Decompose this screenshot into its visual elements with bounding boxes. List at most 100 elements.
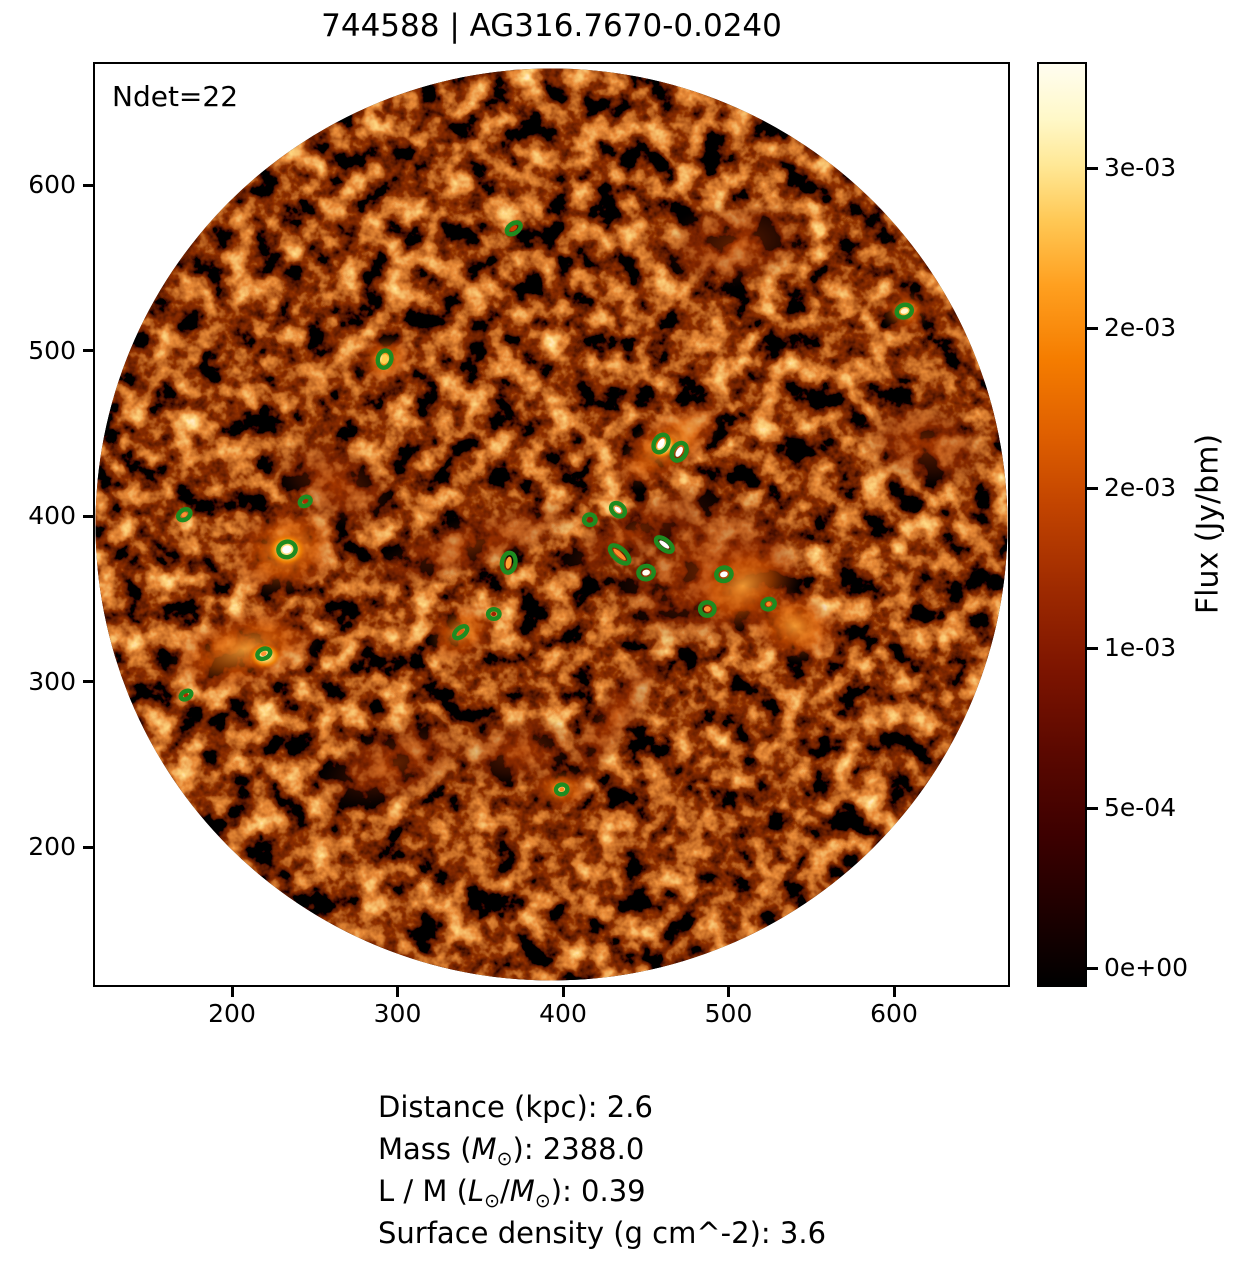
colorbar-tick-label: 2e-03 [1104,313,1177,342]
ndet-annotation: Ndet=22 [112,80,239,113]
detection-core [614,506,622,513]
source-info: Distance (kpc): 2.6 Mass (M⊙): 2388.0 L / … [378,1086,826,1254]
detection-ellipse [653,535,675,554]
colorbar-tick-mark [1087,166,1098,170]
info-text-segment: Distance (kpc): 2.6 [378,1090,653,1124]
info-text-segment: L / M ( [378,1174,468,1208]
detection-core [657,438,665,449]
x-tick-label: 500 [704,999,753,1028]
detection-marker [651,432,671,455]
y-tick-label: 400 [28,501,76,530]
detection-marker [375,348,394,370]
detection-core [282,545,292,554]
detection-ellipse [297,494,313,509]
detection-core [261,651,267,657]
colorbar-tick-label: 2e-03 [1104,473,1177,502]
detection-ellipse [608,500,628,519]
info-text-segment: ⊙ [484,1190,501,1212]
detection-ellipse [651,432,671,455]
flux-map [95,68,1008,981]
info-text-segment: / [500,1174,510,1208]
detection-marker [894,302,915,320]
detection-core [181,512,187,518]
y-tick-label: 200 [28,832,76,861]
y-tick-label: 600 [28,170,76,199]
x-tick-label: 400 [539,999,587,1028]
detection-ellipse [255,646,273,662]
detection-marker [255,646,273,662]
detection-core [675,446,683,457]
detection-marker [608,500,628,519]
detection-ellipse [485,606,502,622]
detection-marker [297,494,313,509]
colorbar-tick-label: 3e-03 [1104,153,1177,182]
info-text-segment: Mass ( [378,1132,472,1166]
colorbar-tick-mark [1087,806,1098,810]
detection-core [587,517,593,522]
detection-core [505,556,512,569]
x-tick-mark [561,987,565,997]
detection-marker [760,596,777,612]
x-tick-mark [230,987,234,997]
detection-core [613,548,626,561]
detection-ellipse [499,550,518,575]
x-tick-label: 300 [373,999,422,1028]
y-tick-label: 500 [28,335,76,365]
detection-ellipse [697,600,717,618]
y-tick-mark [83,845,93,849]
info-text-segment: M [509,1174,535,1208]
detection-ellipse [894,302,915,320]
info-line: L / M (L⊙/M⊙): 0.39 [378,1170,826,1212]
detection-core [642,569,650,576]
y-tick-mark [83,514,93,518]
detection-core [302,499,308,504]
detection-core [900,308,909,314]
detection-ellipse [714,565,734,584]
detection-ellipse [760,596,777,612]
info-line: Distance (kpc): 2.6 [378,1086,826,1128]
detection-ellipse [175,507,193,523]
info-text-segment: ⊙ [534,1190,551,1212]
detection-marker [669,440,689,463]
x-tick-mark [396,987,399,997]
detection-core [510,225,518,232]
colorbar-tick-mark [1087,966,1098,970]
y-tick-mark [83,680,93,683]
colorbar-tick-mark [1087,326,1098,330]
detection-marker [714,565,734,584]
detection-ellipse [451,624,470,641]
x-tick-mark [727,987,730,997]
detection-marker [175,507,193,523]
detection-marker [504,220,523,237]
detection-marker [581,512,598,528]
info-text-segment: L [467,1174,485,1208]
info-text-segment: M [471,1132,497,1166]
colorbar-tick-label: 0e+00 [1104,953,1189,982]
detection-marker [499,550,518,575]
detection-marker [276,539,298,560]
info-line: Mass (M⊙): 2388.0 [378,1128,826,1170]
detection-marker [178,688,194,702]
detection-ellipse [669,440,689,463]
colorbar-tick-mark [1087,486,1098,490]
detection-ellipse [276,539,298,560]
detection-core [381,354,388,364]
detection-core [720,571,728,578]
detection-ellipse [504,220,523,237]
detection-core [703,606,711,612]
x-tick-label: 600 [870,999,918,1028]
detection-marker [485,606,502,622]
colorbar-label: Flux (Jy/bm) [1190,433,1226,615]
info-text-segment: ): 2388.0 [512,1132,645,1166]
detection-ellipse [375,348,394,370]
detection-ellipse [178,688,194,702]
detection-ellipse [553,782,570,797]
y-tick-mark [83,349,93,352]
detection-core [457,629,465,636]
y-tick-mark [83,183,93,187]
figure-title: 744588 | AG316.7670-0.0240 [321,8,782,44]
info-line: Surface density (g cm^-2): 3.6 [378,1212,826,1254]
detection-marker [607,543,632,566]
detection-core [659,540,670,549]
